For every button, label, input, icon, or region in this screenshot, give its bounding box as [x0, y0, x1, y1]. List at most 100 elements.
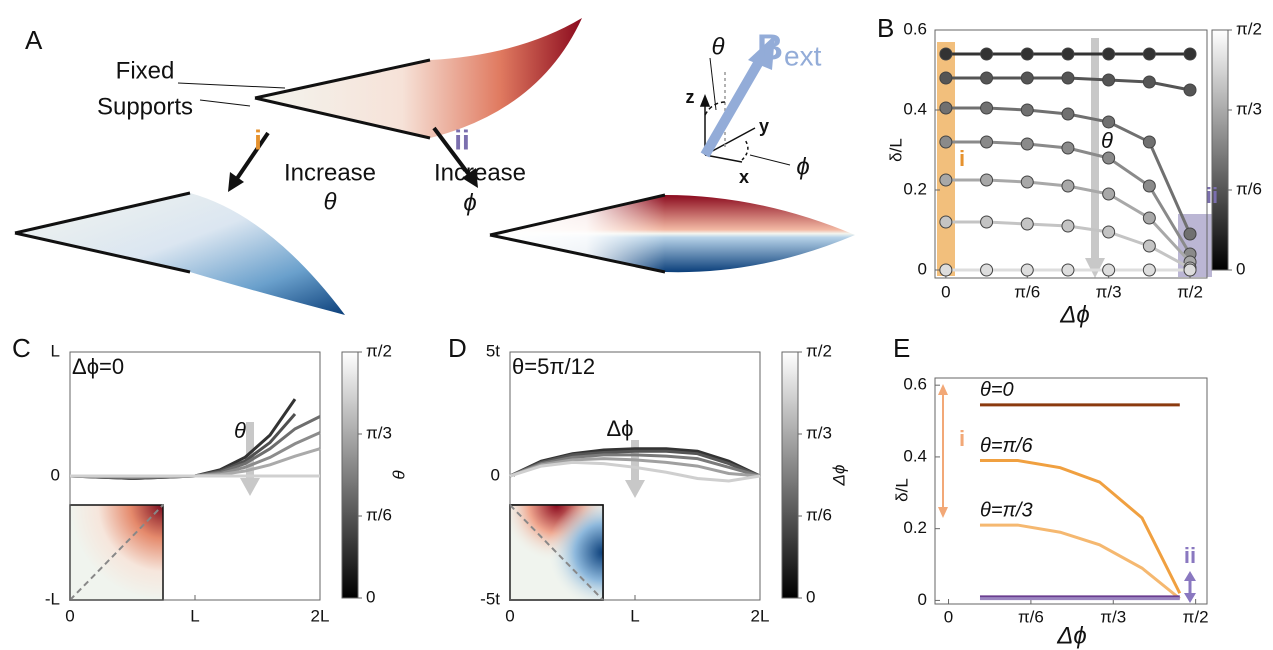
marker	[1103, 48, 1115, 60]
label: Increase	[284, 159, 376, 186]
marker	[1062, 108, 1074, 120]
x-tick-label: 0	[944, 607, 953, 626]
colorbar-tick-label: π/2	[1236, 19, 1262, 38]
marker	[940, 136, 952, 148]
panel-label: A	[25, 25, 43, 55]
colorbar	[342, 352, 358, 598]
y-tick-label: 0.4	[903, 446, 927, 465]
marker	[1103, 226, 1115, 238]
annotation: i	[959, 426, 965, 451]
colorbar-tick-label: π/2	[806, 341, 832, 360]
annotation: ii	[1206, 183, 1218, 208]
y-tick-label: 0.2	[903, 518, 927, 537]
plate-theta	[15, 193, 345, 315]
marker	[1062, 48, 1074, 60]
inset-d	[510, 505, 603, 600]
x-tick-label: 2L	[751, 606, 770, 625]
y-tick-label: 0.2	[903, 179, 927, 198]
marker	[1103, 152, 1115, 164]
y-tick-label: 0.6	[903, 19, 927, 38]
marker	[1143, 180, 1155, 192]
label: z	[686, 87, 695, 107]
marker	[1184, 228, 1196, 240]
marker	[981, 48, 993, 60]
colorbar-tick-label: π/6	[1236, 179, 1262, 198]
colorbar-tick-label: 0	[806, 587, 815, 606]
x-tick-label: π/3	[1096, 282, 1122, 301]
label: y	[759, 116, 769, 136]
marker	[1184, 84, 1196, 96]
marker	[1062, 264, 1074, 276]
marker	[1103, 116, 1115, 128]
label: Increase	[434, 159, 526, 186]
label: θ	[323, 188, 336, 215]
marker	[1184, 264, 1196, 276]
e-arrows	[938, 384, 1196, 603]
x-tick-label: 0	[941, 282, 950, 301]
annotation: ii	[1184, 543, 1196, 568]
annotation: θ=5π/12	[512, 354, 595, 379]
plot-frame	[935, 30, 1207, 278]
colorbar-tick-label: π/6	[806, 505, 832, 524]
marker	[981, 264, 993, 276]
panel-label: B	[877, 13, 894, 43]
marker	[1143, 240, 1155, 252]
marker	[1021, 176, 1033, 188]
marker	[1062, 72, 1074, 84]
marker	[1103, 264, 1115, 276]
marker	[1103, 188, 1115, 200]
y-tick-label: 0	[51, 465, 60, 484]
colorbar-label: Δϕ	[829, 465, 848, 487]
marker	[1021, 218, 1033, 230]
marker	[1021, 104, 1033, 116]
path-label: i	[254, 124, 262, 155]
plot-frame	[935, 378, 1207, 604]
marker	[940, 264, 952, 276]
label: ϕ	[796, 153, 809, 180]
y-tick-label: 0	[918, 590, 927, 609]
annotation: θ	[234, 418, 246, 443]
y-tick-label: -L	[45, 589, 60, 608]
panel-label: C	[12, 333, 31, 363]
series-label: θ=0	[980, 379, 1014, 401]
x-tick-label: L	[630, 606, 639, 625]
series-line	[70, 414, 295, 478]
label: Supports	[97, 93, 193, 120]
y-tick-label: L	[51, 341, 60, 360]
label: ϕ	[463, 189, 476, 216]
colorbar-tick-label: 0	[366, 587, 375, 606]
marker	[1062, 180, 1074, 192]
y-axis-label: δ/L	[886, 138, 905, 162]
colorbar-label: θ	[389, 470, 408, 480]
colorbar-tick-label: π/3	[366, 423, 392, 442]
marker	[1143, 264, 1155, 276]
panel-label: D	[448, 333, 467, 363]
marker	[940, 216, 952, 228]
marker	[940, 48, 952, 60]
field-symbol: B	[757, 27, 783, 68]
y-tick-label: -5t	[480, 589, 500, 608]
marker	[981, 216, 993, 228]
x-tick-label: π/3	[1100, 607, 1126, 626]
marker	[1143, 76, 1155, 88]
colorbar-tick-label: π/2	[366, 341, 392, 360]
label: θ	[711, 33, 724, 60]
marker	[1021, 138, 1033, 150]
field-subscript: ext	[784, 40, 822, 71]
marker	[981, 72, 993, 84]
marker	[1103, 74, 1115, 86]
x-tick-label: 0	[65, 606, 74, 625]
annotation: Δϕ=0	[72, 354, 124, 379]
series-line	[70, 416, 320, 477]
path-label: ii	[454, 124, 470, 155]
marker	[1184, 48, 1196, 60]
x-axis-label: Δϕ	[1056, 622, 1086, 649]
marker	[981, 136, 993, 148]
x-tick-label: π/2	[1183, 607, 1209, 626]
panel-label: E	[893, 333, 910, 363]
series-label: θ=π/6	[980, 435, 1033, 457]
marker	[1021, 48, 1033, 60]
y-axis-label: δ/L	[892, 478, 911, 502]
plate-phi	[490, 195, 855, 272]
figure: A B C D E Fixed Supports i Increase θ ii…	[0, 0, 1273, 650]
